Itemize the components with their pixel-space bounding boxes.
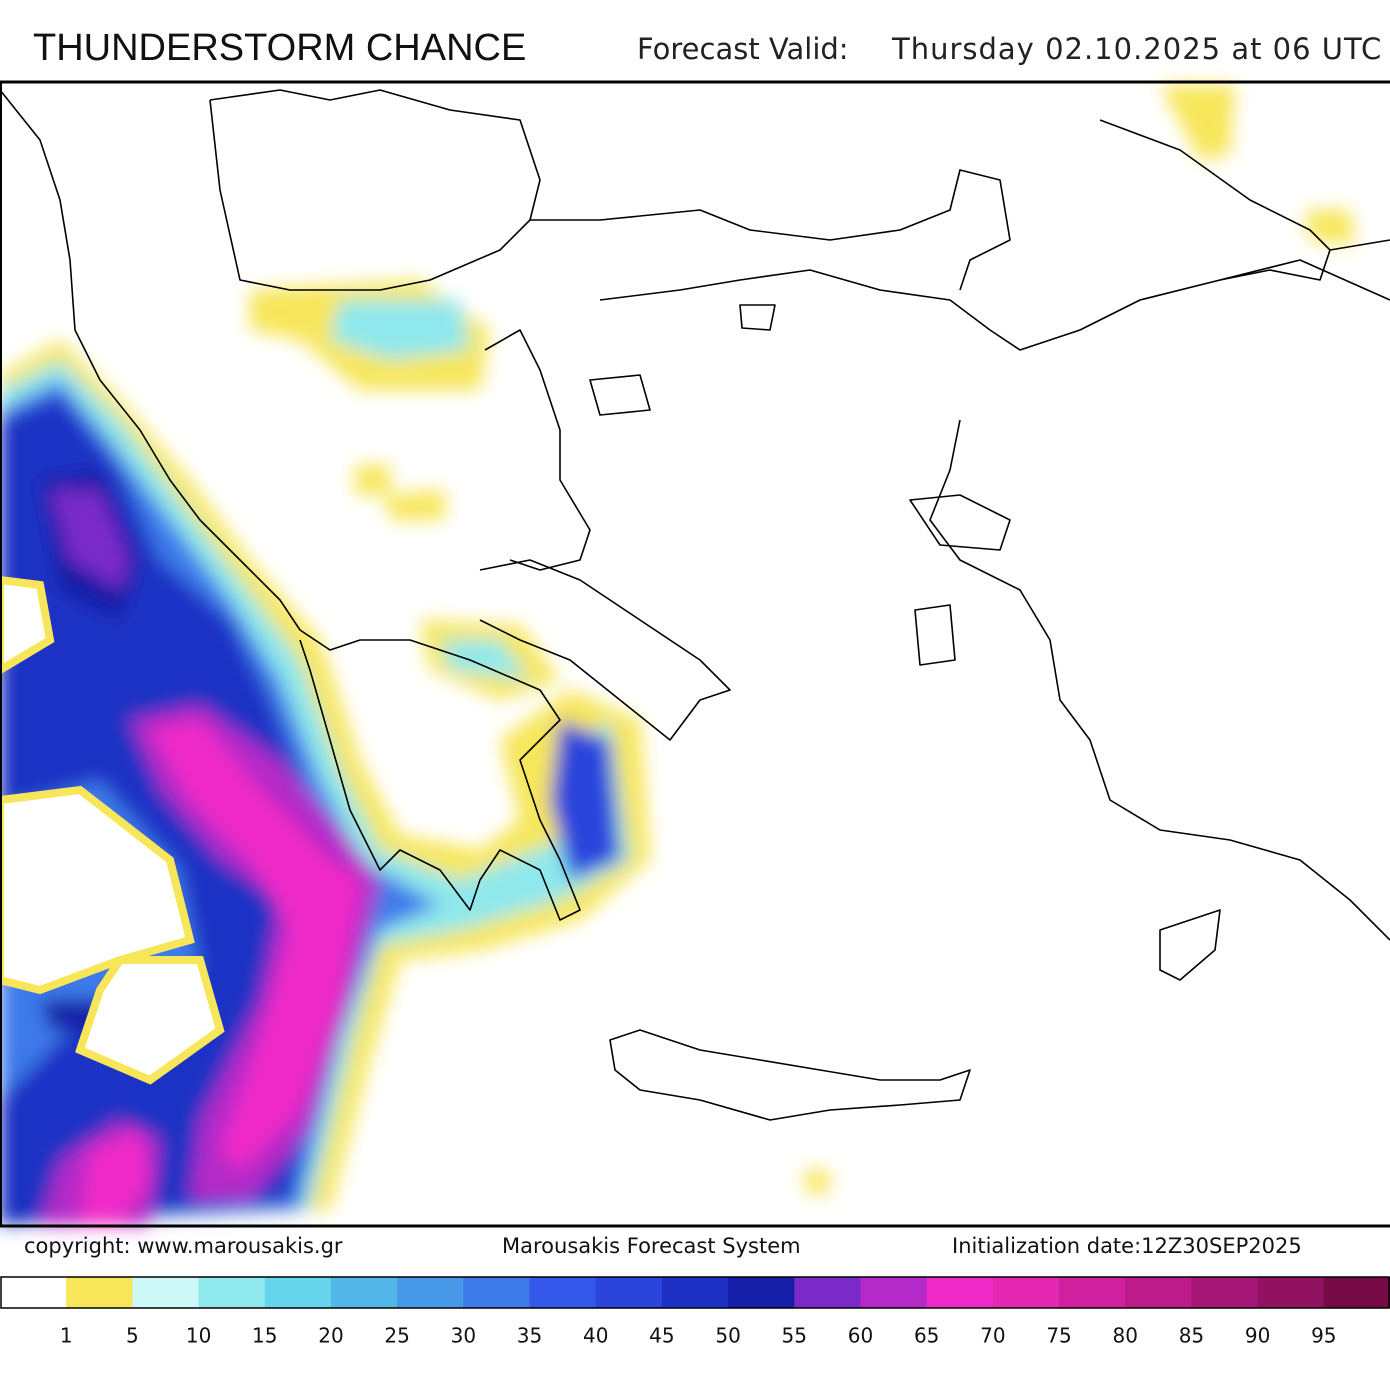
legend-swatch — [860, 1277, 928, 1308]
color-legend: 1 5 10 15 20 25 30 35 40 45 50 55 60 65 70 75 80 85 90 95 — [0, 1276, 1390, 1348]
legend-frame — [0, 1276, 1390, 1309]
legend-tick-label: 40 — [583, 1324, 608, 1348]
legend-tick-label: 90 — [1245, 1324, 1270, 1348]
legend-tick-label: 55 — [782, 1324, 807, 1348]
legend-swatch — [132, 1277, 200, 1308]
legend-swatch — [1125, 1277, 1192, 1308]
legend-swatch — [0, 1277, 67, 1308]
legend-swatch — [397, 1277, 464, 1308]
legend-tick-label: 50 — [715, 1324, 740, 1348]
legend-tick-label: 20 — [318, 1324, 343, 1348]
valid-date: Thursday 02.10.2025 at 06 UTC — [891, 32, 1382, 66]
legend-swatch — [595, 1277, 663, 1308]
legend-tick-label: 80 — [1113, 1324, 1138, 1348]
legend-tick-label: 85 — [1179, 1324, 1204, 1348]
legend-swatch — [463, 1277, 531, 1308]
legend-tick-label: 30 — [451, 1324, 476, 1348]
valid-label: Forecast Valid: — [637, 32, 849, 66]
copyright: copyright: www.marousakis.gr — [24, 1234, 343, 1258]
legend-swatch — [1257, 1277, 1325, 1308]
legend-tick-label: 1 — [60, 1324, 73, 1348]
legend-tick-label: 70 — [980, 1324, 1005, 1348]
legend-swatch — [264, 1277, 332, 1308]
legend-tick-label: 10 — [186, 1324, 211, 1348]
legend-swatch — [992, 1277, 1060, 1308]
legend-swatch — [661, 1277, 729, 1308]
legend-tick-label: 60 — [848, 1324, 873, 1348]
legend-tick-label: 5 — [126, 1324, 139, 1348]
system-name: Marousakis Forecast System — [502, 1234, 801, 1258]
legend-swatch — [198, 1277, 266, 1308]
legend-swatch — [529, 1277, 597, 1308]
legend-swatch — [1191, 1277, 1259, 1308]
legend-tick-label: 35 — [517, 1324, 542, 1348]
legend-swatch — [66, 1277, 133, 1308]
legend-swatch — [728, 1277, 795, 1308]
map-area — [0, 85, 1390, 1225]
legend-swatch — [1323, 1277, 1390, 1308]
legend-swatch — [794, 1277, 861, 1308]
legend-swatch — [926, 1277, 994, 1308]
legend-tick-label: 15 — [252, 1324, 277, 1348]
legend-tick-label: 45 — [649, 1324, 674, 1348]
map-title: THUNDERSTORM CHANCE — [33, 27, 526, 69]
legend-tick-label: 95 — [1311, 1324, 1336, 1348]
legend-swatch — [330, 1277, 398, 1308]
coastlines — [0, 89, 1390, 1121]
legend-tick-label: 25 — [384, 1324, 409, 1348]
legend-tick-label: 75 — [1046, 1324, 1071, 1348]
legend-tick-label: 65 — [914, 1324, 939, 1348]
legend-swatch — [1059, 1277, 1126, 1308]
init-date: Initialization date:12Z30SEP2025 — [952, 1234, 1302, 1258]
